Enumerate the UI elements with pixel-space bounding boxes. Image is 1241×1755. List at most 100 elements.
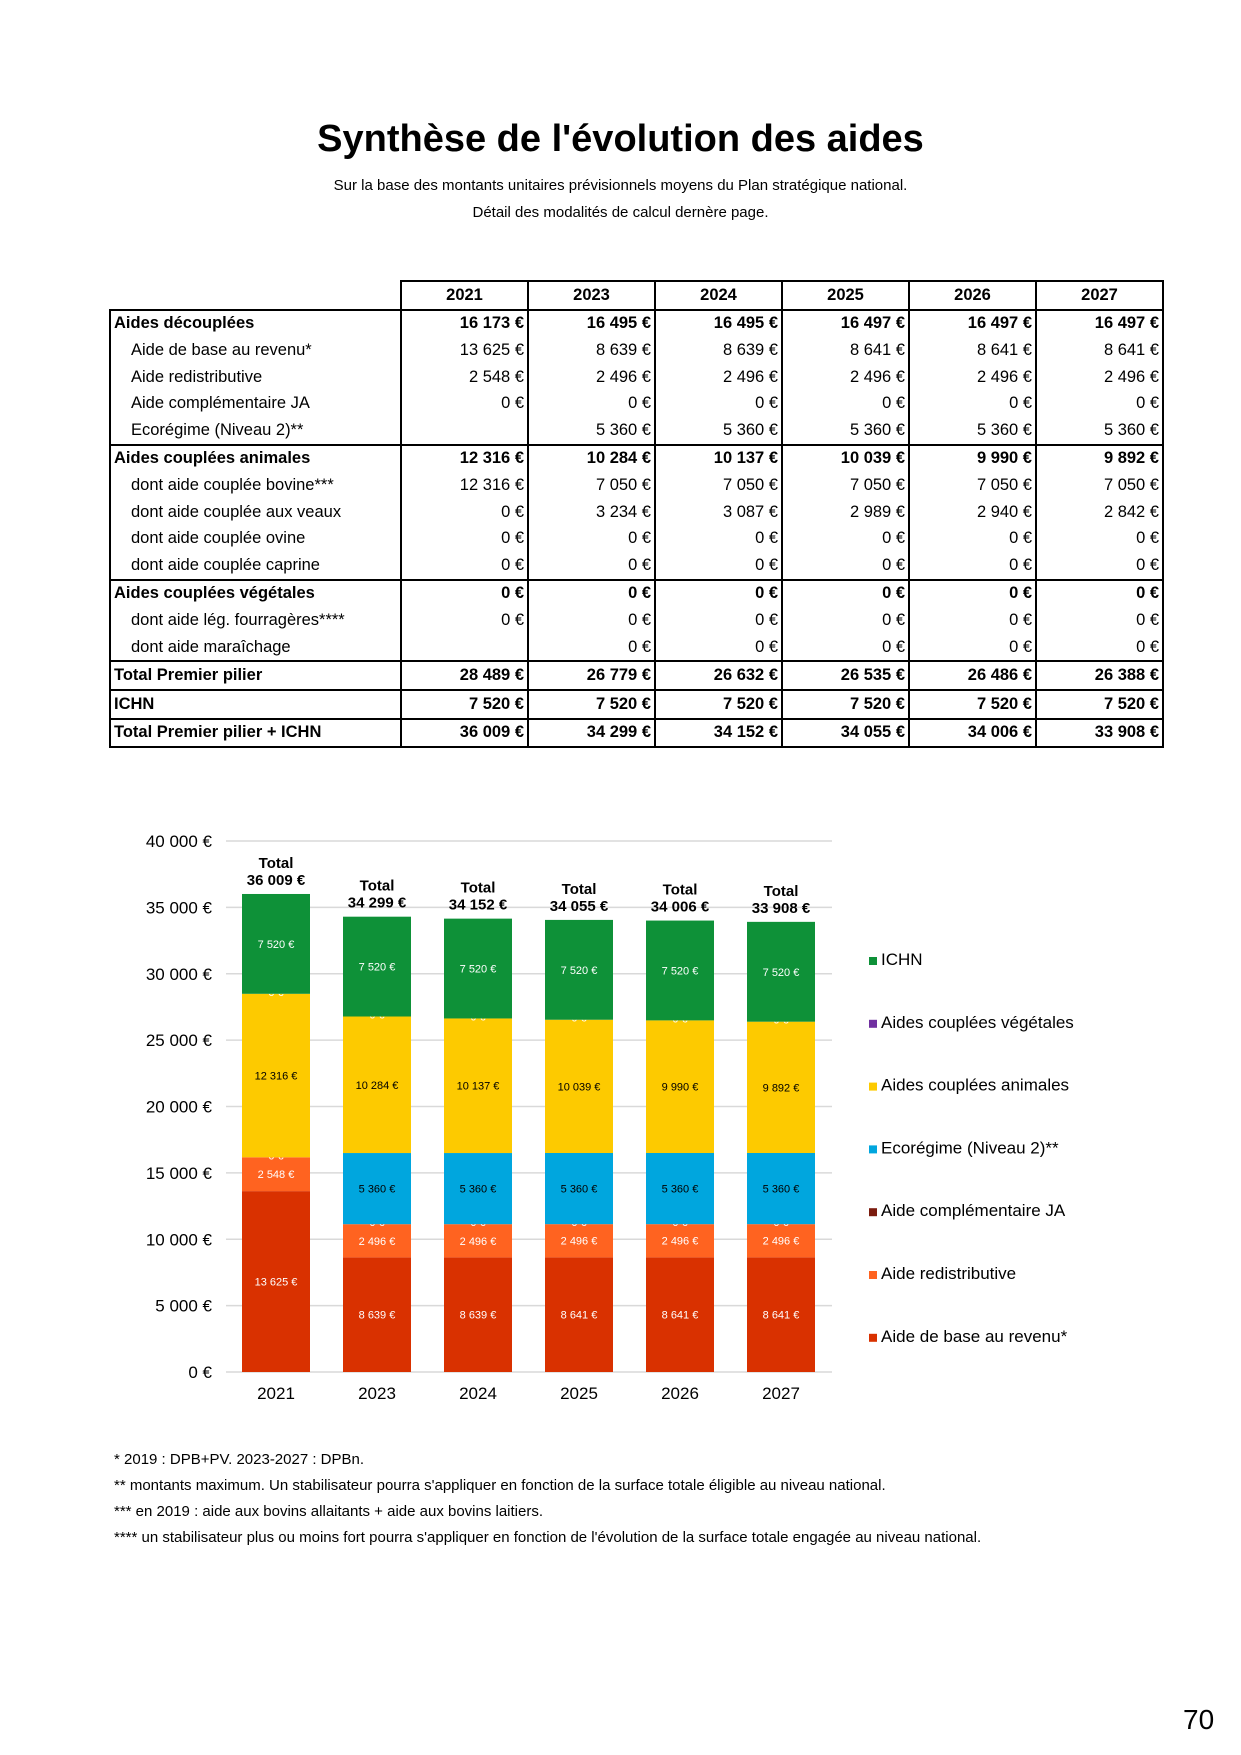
table-cell: 0 €	[400, 390, 529, 417]
data-label: 9 990 €	[662, 1082, 699, 1094]
table-cell: 13 625 €	[400, 337, 529, 364]
total-label-prefix: Total	[562, 881, 597, 898]
table-cell: 7 520 €	[654, 688, 783, 719]
table-cell: 0 €	[908, 525, 1037, 552]
column-header: 2024	[654, 280, 783, 311]
table-row: Aides couplées végétales 0 €0 €0 €0 €0 €0…	[109, 578, 1164, 608]
table-cell: 34 006 €	[908, 717, 1037, 749]
bar-segment	[242, 1191, 310, 1372]
row-label: dont aide lég. fourragères****	[109, 607, 401, 634]
table-cell: 16 495 €	[527, 308, 656, 338]
table-cell: 2 496 €	[908, 363, 1037, 391]
table-cell: 5 360 €	[527, 416, 656, 445]
table-cell: 26 779 €	[527, 660, 656, 690]
table-cell: 5 360 €	[1035, 416, 1164, 445]
row-label: dont aide couplée bovine***	[109, 472, 401, 499]
table-cell: 2 496 €	[654, 363, 783, 391]
footnote-3: *** en 2019 : aide aux bovins allaitants…	[114, 1503, 544, 1520]
table-cell: 7 050 €	[781, 472, 910, 499]
x-tick-label: 2024	[459, 1384, 497, 1403]
table-cell: 26 388 €	[1035, 660, 1164, 690]
table-cell: 3 234 €	[527, 498, 656, 526]
table-cell: 36 009 €	[400, 717, 529, 749]
table-cell: 0 €	[781, 578, 910, 608]
bar-segment	[747, 1224, 815, 1258]
table-cell: 0 €	[400, 525, 529, 552]
table-cell: 0 €	[1035, 633, 1164, 662]
legend-swatch	[869, 957, 877, 965]
bar-segment	[747, 1153, 815, 1225]
table-cell: 0 €	[654, 607, 783, 634]
table-cell: 7 050 €	[908, 472, 1037, 499]
table-cell: 16 495 €	[654, 308, 783, 338]
table-cell: 0 €	[654, 578, 783, 608]
table-cell: 0 €	[400, 607, 529, 634]
data-label: 5 360 €	[460, 1184, 497, 1196]
column-header: 2026	[908, 280, 1037, 311]
table-row: dont aide couplée ovine 0 €0 €0 €0 €0 €0 …	[109, 525, 1164, 552]
legend-swatch	[869, 1271, 877, 1279]
total-label-prefix: Total	[764, 883, 799, 900]
data-label: 10 284 €	[356, 1080, 399, 1092]
row-label: Total Premier pilier + ICHN	[109, 717, 401, 749]
bar-segment	[646, 1224, 714, 1258]
table-cell: 0 €	[400, 578, 529, 608]
table-cell: 0 €	[654, 551, 783, 580]
x-tick-label: 2021	[257, 1384, 295, 1403]
data-label: 8 639 €	[359, 1310, 396, 1322]
row-label: Ecorégime (Niveau 2)**	[109, 416, 401, 445]
data-label: 9 892 €	[763, 1082, 800, 1094]
table-cell: 2 496 €	[527, 363, 656, 391]
table-cell: 0 €	[781, 390, 910, 417]
x-tick-label: 2026	[661, 1384, 699, 1403]
table-row: dont aide couplée aux veaux 0 €3 234 €3 0…	[109, 498, 1164, 526]
row-label: ICHN	[109, 688, 401, 719]
row-label: Aides couplées animales	[109, 443, 401, 473]
table-cell: 7 050 €	[1035, 472, 1164, 499]
bar-segment	[747, 921, 815, 1022]
table-row: Aides couplées animales 12 316 €10 284 €1…	[109, 443, 1164, 473]
data-label: 2 496 €	[561, 1236, 598, 1248]
total-label-prefix: Total	[259, 855, 294, 872]
table-cell: 0 €	[781, 633, 910, 662]
legend-swatch	[869, 1208, 877, 1217]
table-cell: 0 €	[1035, 525, 1164, 552]
table-cell: 0 €	[527, 578, 656, 608]
table-cell	[400, 633, 529, 662]
y-tick-label: 30 000 €	[146, 965, 213, 984]
page-number: 70	[1183, 1704, 1215, 1735]
legend-swatch	[869, 1333, 877, 1342]
table-cell: 0 €	[654, 525, 783, 552]
row-label: dont aide maraîchage	[109, 633, 401, 662]
table-cell: 8 641 €	[1035, 337, 1164, 364]
data-label: 10 137 €	[457, 1081, 500, 1093]
table-cell: 2 496 €	[781, 363, 910, 391]
bar-segment	[343, 1224, 411, 1258]
table-cell: 7 520 €	[908, 688, 1037, 719]
table-cell: 8 639 €	[527, 337, 656, 364]
table-cell: 3 087 €	[654, 498, 783, 526]
bar-segment	[545, 1153, 613, 1225]
table-cell: 10 039 €	[781, 443, 910, 473]
table-cell: 12 316 €	[400, 472, 529, 499]
bar-segment	[343, 916, 411, 1017]
table-cell: 16 497 €	[908, 308, 1037, 338]
table-cell: 28 489 €	[400, 660, 529, 690]
total-label-prefix: Total	[461, 880, 496, 897]
column-header: 2027	[1035, 280, 1164, 311]
table-cell: 16 497 €	[1035, 308, 1164, 338]
table-cell: 0 €	[781, 607, 910, 634]
table-cell: 2 496 €	[1035, 363, 1164, 391]
table-row: Aide complémentaire JA 0 €0 €0 €0 €0 €0 €	[109, 390, 1164, 417]
stacked-bar-chart: 0 € 5 000 € 10 000 € 15 000 € 20 000 € 25 000…	[146, 832, 1074, 1403]
table-cell: 5 360 €	[781, 416, 910, 445]
table-cell: 0 €	[908, 607, 1037, 634]
table-cell: 0 €	[654, 390, 783, 417]
bar-segment	[646, 920, 714, 1021]
legend-swatch	[869, 1019, 877, 1028]
data-label: 8 639 €	[460, 1310, 497, 1322]
table-cell: 0 €	[400, 551, 529, 580]
legend-label: Aide complémentaire JA	[881, 1201, 1066, 1220]
column-header: 2021	[400, 280, 529, 311]
table-cell: 0 €	[1035, 551, 1164, 580]
